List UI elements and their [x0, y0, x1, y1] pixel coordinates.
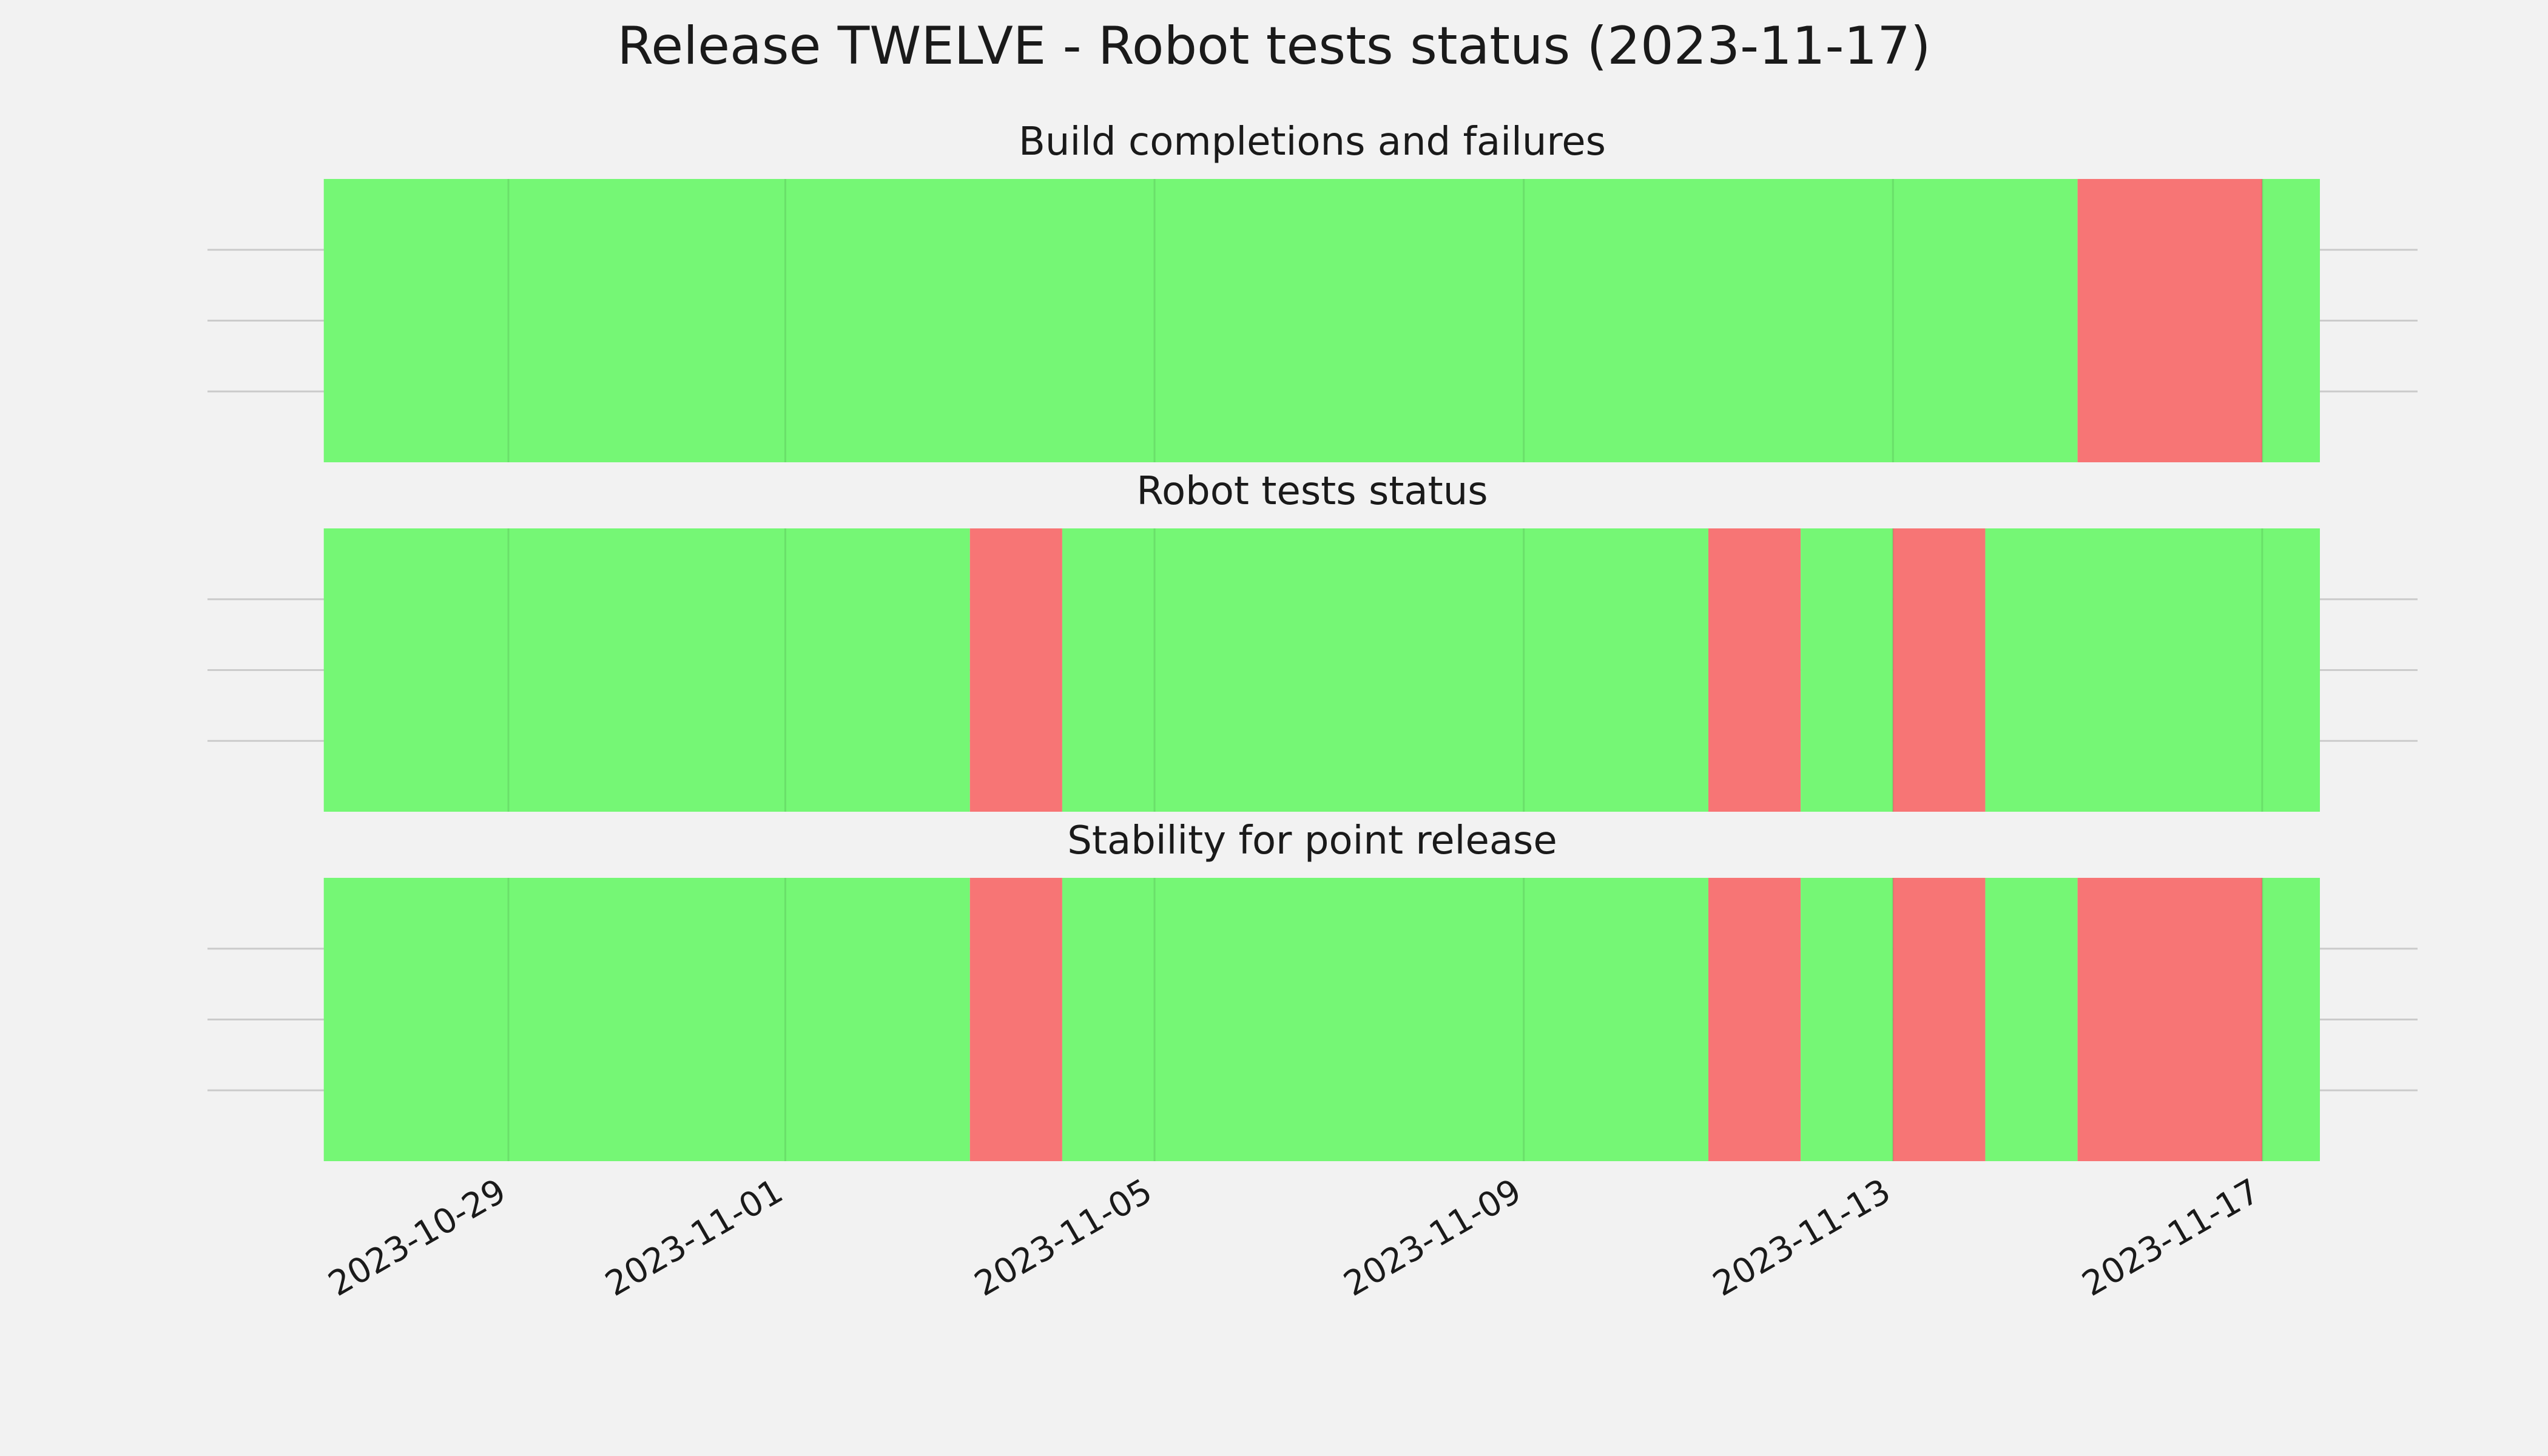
x-tick-label: 2023-11-17	[2076, 1171, 2267, 1304]
segment-fail	[1893, 528, 1986, 812]
panels: Build completions and failures Robot test…	[207, 120, 2418, 1161]
panel-stability-for-point-release: Stability for point release	[207, 818, 2418, 1161]
segment-fail	[2077, 179, 2262, 462]
figure-title: Release TWELVE - Robot tests status (202…	[617, 16, 1930, 76]
segment-pass	[1985, 878, 2078, 1161]
x-tick-label: 2023-11-05	[968, 1171, 1159, 1304]
segment-pass	[323, 179, 2078, 462]
segment-pass	[2262, 878, 2320, 1161]
segment-fail	[969, 878, 1062, 1161]
segment-fail	[2077, 878, 2262, 1161]
panel-title: Stability for point release	[1067, 818, 1557, 863]
segment-pass	[1985, 528, 2320, 812]
segment-fail	[1893, 878, 1986, 1161]
x-tick-label: 2023-10-29	[322, 1171, 513, 1304]
panel-robot-tests-status: Robot tests status	[207, 469, 2418, 812]
segment-pass	[323, 878, 970, 1161]
segment-pass	[2262, 179, 2320, 462]
segment-pass	[1801, 878, 1893, 1161]
segment-pass	[323, 528, 970, 812]
segment-fail	[1708, 528, 1801, 812]
x-tick-label: 2023-11-01	[599, 1171, 789, 1304]
panel-build-completions-and-failures: Build completions and failures	[207, 120, 2418, 462]
panel-title: Build completions and failures	[1019, 120, 1606, 164]
segment-fail	[1708, 878, 1801, 1161]
x-tick-label: 2023-11-09	[1337, 1171, 1528, 1304]
segment-pass	[1062, 878, 1708, 1161]
panel-title: Robot tests status	[1136, 469, 1488, 514]
x-axis-ticks: 2023-10-29 2023-11-01 2023-11-05 2023-11-09…	[322, 1171, 2267, 1304]
segment-pass	[1062, 528, 1708, 812]
segment-pass	[1801, 528, 1893, 812]
x-tick-label: 2023-11-13	[1707, 1171, 1897, 1304]
segment-fail	[969, 528, 1062, 812]
